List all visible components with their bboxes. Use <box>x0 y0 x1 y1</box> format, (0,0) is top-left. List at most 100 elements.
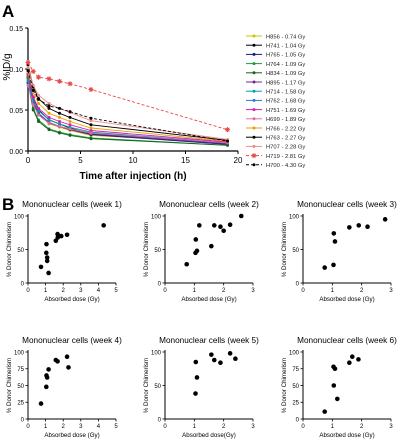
panel-a-data-point <box>68 133 72 137</box>
scatter-xtick-label: 0 <box>26 424 30 430</box>
scatter-data-point <box>64 354 70 359</box>
scatter-ytick-label: 0 <box>296 281 300 287</box>
scatter-data-point <box>331 231 337 236</box>
scatter-data-point <box>335 396 340 402</box>
scatter-title: Mononuclear cells (week 1) <box>22 200 122 209</box>
panel-a-data-point <box>68 127 72 131</box>
legend-swatch-marker <box>252 62 256 66</box>
panel-a-data-point <box>26 69 30 73</box>
panel-a-data-point <box>89 119 93 123</box>
panel-a-data-point <box>47 121 51 125</box>
legend-panel-a: H856 - 0.74 Gy H741 - 1.04 Gy H765 - 1.05 … <box>246 34 305 169</box>
scatter-xtick-label: 3 <box>389 424 393 430</box>
scatter-data-point <box>356 357 361 362</box>
scatter-data-point <box>38 264 44 270</box>
scatter-data-point <box>46 367 51 372</box>
panel-a-data-point <box>58 122 61 126</box>
panel-a-data-point <box>47 104 51 108</box>
scatter-data-point <box>194 248 200 254</box>
panel-a-series-line <box>27 67 228 140</box>
legend-entry-label: H895 - 1.17 Gy <box>266 80 305 86</box>
panel-a-data-point <box>30 68 36 74</box>
panel-a-data-point <box>58 124 61 128</box>
panel-a-data-point <box>25 59 31 65</box>
scatter-data-point <box>66 365 71 370</box>
scatter-data-point <box>55 231 60 237</box>
scatter-ytick-label: 0 <box>296 417 300 423</box>
panel-a-letter: A <box>2 2 14 21</box>
panel-a-ytick-label: 0.10 <box>9 67 23 74</box>
scatter-ytick-label: 100 <box>14 214 25 220</box>
scatter-data-point <box>184 261 190 267</box>
legend-swatch-marker <box>252 144 256 148</box>
legend-swatch-marker <box>252 98 256 102</box>
scatter-data-point <box>44 375 50 380</box>
scatter-xtick-label: 2 <box>222 288 226 294</box>
panel-a-data-point <box>37 109 40 113</box>
scatter-data-point <box>365 224 370 230</box>
scatter-data-point <box>55 359 60 364</box>
scatter-ytick-label: 75 <box>292 367 299 373</box>
legend-swatch-marker <box>252 163 256 167</box>
scatter-data-point <box>322 409 328 414</box>
legend-entry-label: H765 - 1.05 Gy <box>266 53 305 59</box>
panel-a-data-point <box>225 127 230 133</box>
scatter-chart-week-1: Mononuclear cells (week 1) 0 50 100 0 1 2 3 4 5 Ab… <box>6 200 122 303</box>
panel-a-data-point <box>47 106 51 110</box>
scatter-data-point <box>331 383 337 388</box>
scatter-data-point <box>347 360 352 366</box>
panel-a-data-point <box>31 88 35 92</box>
scatter-ytick-label: 25 <box>17 401 24 407</box>
panel-a-series-line <box>27 74 228 143</box>
scatter-xtick-label: 0 <box>26 288 30 294</box>
scatter-data-point <box>46 270 51 276</box>
scatter-data-point <box>209 243 214 249</box>
panel-a-data-point <box>46 76 52 82</box>
scatter-data-point <box>332 239 338 244</box>
scatter-xtick-label: 3 <box>79 424 83 430</box>
scatter-xtick-label: 1 <box>193 288 197 294</box>
scatter-data-point <box>382 217 388 222</box>
panel-a-ytick-label: 0.15 <box>9 26 23 33</box>
scatter-data-point <box>233 356 238 362</box>
legend-swatch-marker <box>251 153 257 159</box>
panel-a-data-point <box>26 65 30 69</box>
scatter-data-point <box>238 213 244 219</box>
scatter-xlabel: Absorbed dose (Gy) <box>44 432 99 439</box>
scatter-data-point <box>44 250 49 256</box>
scatter-ytick-label: 50 <box>17 248 24 254</box>
scatter-data-point <box>193 359 199 365</box>
panel-a-data-point <box>68 115 72 119</box>
scatter-xtick-label: 5 <box>114 288 118 294</box>
panel-a-series-line <box>27 82 228 146</box>
panel-a-xtick-label: 20 <box>234 156 243 165</box>
panel-a-data-point <box>89 131 93 135</box>
scatter-ytick-label: 0 <box>21 281 25 287</box>
scatter-ylabel: % Donor Chimerism <box>143 358 150 413</box>
scatter-xtick-label: 1 <box>44 288 48 294</box>
legend-entry-label: H714 - 1.58 Gy <box>266 90 305 96</box>
scatter-xtick-label: 2 <box>62 424 66 430</box>
scatter-xtick-label: 1 <box>331 424 335 430</box>
legend-entry-label: H766 - 2.22 Gy <box>266 126 305 132</box>
legend-swatch-marker <box>252 34 256 38</box>
scatter-ytick-label: 100 <box>289 214 300 220</box>
scatter-ytick-label: 0 <box>21 417 25 423</box>
scatter-chart-week-6: Mononuclear cells (week 6) 0 25 50 75 100 0 1 2 3… <box>281 336 397 439</box>
scatter-ylabel: % Donor Chimerism <box>6 222 13 277</box>
panel-a-data-point <box>89 137 93 141</box>
scatter-data-point <box>101 223 106 228</box>
scatter-data-point <box>58 233 64 239</box>
panel-a-data-point <box>68 119 72 123</box>
panel-a-xtick-label: 5 <box>78 156 83 165</box>
panel-a-data-point <box>58 119 61 123</box>
scatter-xtick-label: 5 <box>114 424 118 430</box>
scatter-data-point <box>193 391 198 396</box>
legend-swatch-marker <box>252 89 256 93</box>
scatter-data-point <box>209 352 214 357</box>
scatter-data-point <box>227 222 233 228</box>
scatter-ytick-label: 0 <box>158 417 162 423</box>
scatter-data-point <box>356 223 362 228</box>
